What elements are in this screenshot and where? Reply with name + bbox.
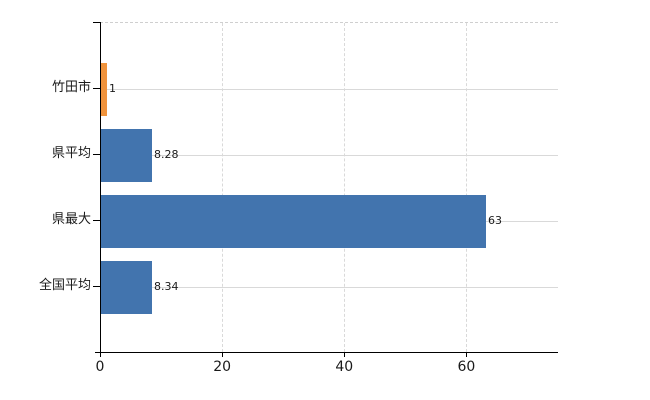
bar-value-label: 1 bbox=[109, 82, 116, 95]
vertical-gridline bbox=[466, 23, 468, 352]
x-axis-tick-label: 0 bbox=[95, 359, 105, 375]
x-axis-line bbox=[95, 352, 558, 353]
x-axis-tick-label: 60 bbox=[457, 359, 476, 375]
y-axis-tick bbox=[93, 220, 100, 221]
y-axis-top-tick bbox=[93, 22, 100, 23]
row-gridline bbox=[100, 155, 558, 156]
bar-県最大 bbox=[101, 194, 486, 248]
category-label: 全国平均 bbox=[38, 278, 91, 293]
category-label: 県最大 bbox=[51, 212, 91, 227]
y-axis-line bbox=[100, 22, 101, 357]
x-axis-tick bbox=[222, 352, 224, 357]
vertical-gridline bbox=[222, 23, 224, 352]
x-axis-tick-label: 20 bbox=[213, 359, 232, 375]
bar-竹田市 bbox=[101, 62, 107, 116]
bar-value-label: 63 bbox=[488, 214, 502, 227]
category-label: 竹田市 bbox=[51, 80, 91, 95]
y-axis-tick bbox=[93, 286, 100, 287]
y-axis-tick bbox=[93, 88, 100, 89]
bar-全国平均 bbox=[101, 260, 152, 314]
x-axis-tick-label: 40 bbox=[335, 359, 354, 375]
y-axis-tick bbox=[93, 154, 100, 155]
plot-area: 1 8.28 63 8.34 bbox=[100, 22, 558, 352]
row-gridline bbox=[100, 287, 558, 288]
x-axis-tick bbox=[344, 352, 346, 357]
category-label: 県平均 bbox=[51, 146, 91, 161]
vertical-gridline bbox=[344, 23, 346, 352]
bar-value-label: 8.28 bbox=[154, 148, 179, 161]
row-gridline bbox=[100, 89, 558, 90]
bar-value-label: 8.34 bbox=[154, 280, 179, 293]
bar-県平均 bbox=[101, 128, 152, 182]
x-axis-tick bbox=[466, 352, 468, 357]
